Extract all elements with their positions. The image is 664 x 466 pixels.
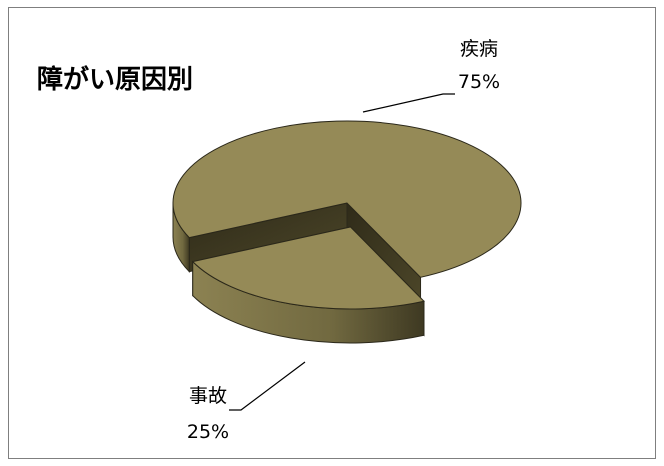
chart-area: 障がい原因別 疾病 75% 事故 25%	[8, 7, 656, 459]
pie-slices	[172, 120, 522, 344]
leader-line-disease	[362, 93, 455, 113]
pie-chart: 障がい原因別 疾病 75% 事故 25%	[37, 38, 522, 443]
leader-line-accident	[229, 361, 306, 411]
pie-label-disease: 疾病 75%	[362, 38, 500, 113]
pie-label-accident: 事故 25%	[187, 361, 306, 443]
pie-slice-accident-top	[191, 226, 425, 310]
pie-slice-disease-top	[172, 120, 522, 278]
pie-label-value-accident: 25%	[187, 421, 229, 443]
pie-label-category-disease: 疾病	[460, 38, 498, 60]
chart-title: 障がい原因別	[37, 64, 193, 95]
pie-label-category-accident: 事故	[189, 385, 227, 407]
pie-slice-accident	[191, 225, 425, 344]
pie-labels: 疾病 75% 事故 25%	[187, 38, 500, 443]
pie-label-value-disease: 75%	[458, 71, 500, 93]
